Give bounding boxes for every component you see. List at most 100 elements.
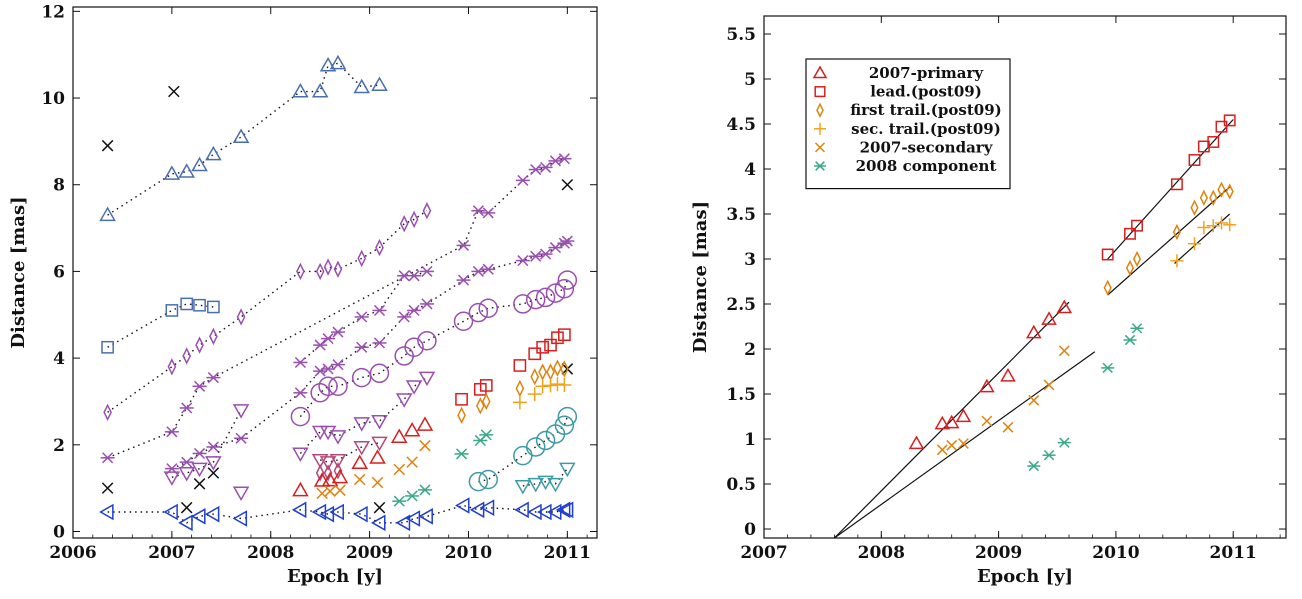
right-fit-line-3 — [1107, 186, 1231, 296]
legend-label-4: 2007-secondary — [860, 138, 994, 156]
left-series-4-dotted-line — [107, 158, 565, 459]
left-series-5-star-marker-12 — [407, 304, 422, 316]
left-series-1-x-marker-5 — [193, 478, 206, 490]
left-series-13-circle-marker-7 — [557, 406, 578, 427]
left-series-15-triangle-left-marker-22 — [555, 501, 571, 519]
left-series-3-diamond-marker-11 — [375, 238, 384, 257]
right-y-tick-label: 2.5 — [726, 295, 756, 315]
right-series-2-diamond-marker-3 — [1172, 223, 1181, 241]
left-series-19-plus-marker-0 — [512, 395, 527, 410]
left-series-16-triangle-up-marker-7 — [403, 421, 421, 437]
legend-box — [805, 58, 1011, 190]
left-series-0-triangle-up-marker-3 — [191, 156, 208, 172]
left-series-3-diamond-marker-2 — [182, 347, 192, 365]
left-series-20-x-marker-0 — [316, 487, 328, 500]
left-series-5-star-marker-4 — [234, 432, 249, 444]
right-y-tick-label: 4.5 — [726, 115, 756, 135]
left-series-3-diamond-marker-12 — [399, 215, 409, 233]
left-series-8-circle-marker-8 — [417, 331, 437, 351]
left-series-5-star-marker-9 — [354, 341, 369, 353]
left-series-20-x-marker-5 — [393, 463, 406, 476]
right-y-tick-label: 3.5 — [726, 205, 756, 225]
left-series-18-diamond-marker-7 — [553, 359, 562, 377]
left-series-15 — [99, 497, 574, 532]
left-series-9-triangle-down-marker-0 — [292, 447, 309, 462]
left-series-6-star-marker-4 — [354, 311, 369, 323]
left-series-11-diamond-marker-1 — [323, 464, 333, 482]
left-series-9-triangle-down-marker-4 — [353, 417, 370, 432]
left-series-7-triangle-down-marker-2 — [191, 462, 208, 478]
left-series-4-star-marker-6 — [471, 205, 486, 217]
left-series-15-triangle-left-marker-19 — [527, 503, 542, 521]
left-series-5-star-marker-3 — [206, 441, 221, 453]
right-series-0 — [908, 299, 1073, 450]
left-series-5-star-marker-11 — [397, 311, 412, 323]
left-series-15-triangle-left-marker-15 — [455, 497, 470, 514]
right-series-0-triangle-up-marker-2 — [943, 414, 960, 429]
left-series-0-triangle-up-marker-6 — [292, 83, 309, 98]
left-series-4-star-marker-1 — [164, 426, 179, 438]
left-series-4-star-marker-0 — [100, 452, 115, 464]
left-series-8-circle-marker-16 — [554, 279, 575, 299]
left-series-15-triangle-left-marker-10 — [353, 505, 368, 523]
right-series-4-x-marker-3 — [981, 415, 993, 427]
left-series-2-square-marker-2 — [180, 297, 194, 311]
left-series-21-star-marker-1 — [405, 490, 420, 502]
left-series-4-star-marker-7 — [481, 207, 496, 219]
left-series-10-triangle-down-marker-4 — [371, 436, 388, 452]
left-y-tick-label: 6 — [53, 262, 65, 282]
left-series-1 — [101, 85, 574, 514]
left-series-14-triangle-down-marker-0 — [514, 479, 532, 495]
left-series-13-circle-marker-2 — [513, 445, 533, 466]
right-y-tick-label: 2 — [744, 340, 756, 360]
left-series-8-circle-marker-5 — [369, 363, 390, 384]
left-series-13-circle-marker-1 — [478, 469, 498, 490]
left-series-7-triangle-down-marker-1 — [178, 466, 195, 482]
left-series-9-triangle-down-marker-3 — [329, 430, 347, 445]
right-y-tick-label: 1.5 — [726, 385, 756, 405]
left-x-tick-label: 2008 — [247, 543, 294, 563]
left-series-21-star-marker-2 — [417, 484, 432, 496]
left-series-8-circle-marker-7 — [404, 337, 424, 358]
right-series-2-diamond-marker-1 — [1125, 259, 1135, 277]
left-series-6-star-marker-1 — [313, 339, 328, 351]
left-series-3-diamond-marker-6 — [296, 262, 305, 281]
left-series-16-triangle-up-marker-5 — [369, 449, 386, 464]
legend-entry-0-triangle-up-marker-0 — [812, 65, 828, 79]
left-series-10-dotted-line — [319, 441, 380, 463]
left-series-18-diamond-marker-2 — [481, 392, 491, 411]
left-series-4-star-marker-2 — [179, 402, 194, 414]
left-series-5-star-marker-18 — [528, 250, 543, 262]
left-series-8-circle-marker-0 — [290, 406, 311, 427]
left-series-0-triangle-up-marker-7 — [311, 83, 329, 98]
right-series-0-triangle-up-marker-6 — [1026, 324, 1042, 339]
left-series-16-triangle-up-marker-2 — [321, 471, 339, 487]
right-series-3-plus-marker-3 — [1206, 219, 1220, 233]
right-series-2-diamond-marker-0 — [1103, 279, 1112, 296]
left-series-20-x-marker-1 — [324, 485, 336, 497]
left-series-20-x-marker-2 — [334, 484, 346, 497]
left-series-6-star-marker-0 — [293, 356, 308, 369]
right-fit-line-0 — [833, 301, 1070, 538]
right-y-axis-label: Distance [mas] — [690, 201, 711, 353]
left-series-3 — [103, 202, 432, 421]
left-x-tick-label: 2011 — [544, 543, 591, 563]
left-series-21-star-marker-3 — [454, 448, 469, 460]
right-series-0-triangle-up-marker-8 — [1056, 299, 1073, 314]
right-series-4 — [936, 345, 1070, 456]
right-series-2-diamond-marker-5 — [1199, 189, 1208, 206]
left-series-8-circle-marker-11 — [478, 298, 498, 319]
right-x-tick-label: 2007 — [740, 543, 787, 563]
right-series-4-x-marker-7 — [1058, 345, 1070, 357]
left-series-3-diamond-marker-1 — [167, 358, 177, 376]
left-series-2 — [101, 297, 220, 354]
left-x-axis-label: Epoch [y] — [287, 566, 383, 587]
left-series-8-circle-marker-17 — [557, 270, 578, 290]
left-series-0-triangle-up-marker-5 — [232, 128, 250, 144]
left-series-19 — [512, 377, 572, 410]
legend-entry-3-plus-marker-0 — [814, 122, 826, 135]
right-series-5-star-marker-2 — [1057, 437, 1071, 448]
left-series-4-star-marker-5 — [456, 239, 471, 251]
left-series-3-dotted-line — [107, 210, 428, 413]
left-series-8-circle-marker-13 — [525, 289, 546, 310]
